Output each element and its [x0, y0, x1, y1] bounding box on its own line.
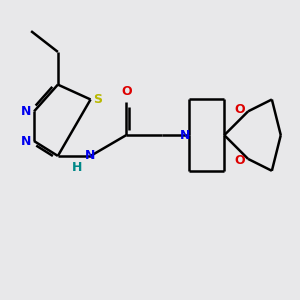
Text: S: S — [94, 93, 103, 106]
Text: O: O — [121, 85, 131, 98]
Text: N: N — [21, 135, 31, 148]
Text: N: N — [21, 105, 31, 118]
Text: H: H — [73, 163, 81, 173]
Text: O: O — [235, 154, 245, 167]
Text: H: H — [72, 161, 83, 174]
Text: N: N — [180, 129, 190, 142]
Text: N: N — [85, 149, 96, 162]
Text: O: O — [235, 103, 245, 116]
